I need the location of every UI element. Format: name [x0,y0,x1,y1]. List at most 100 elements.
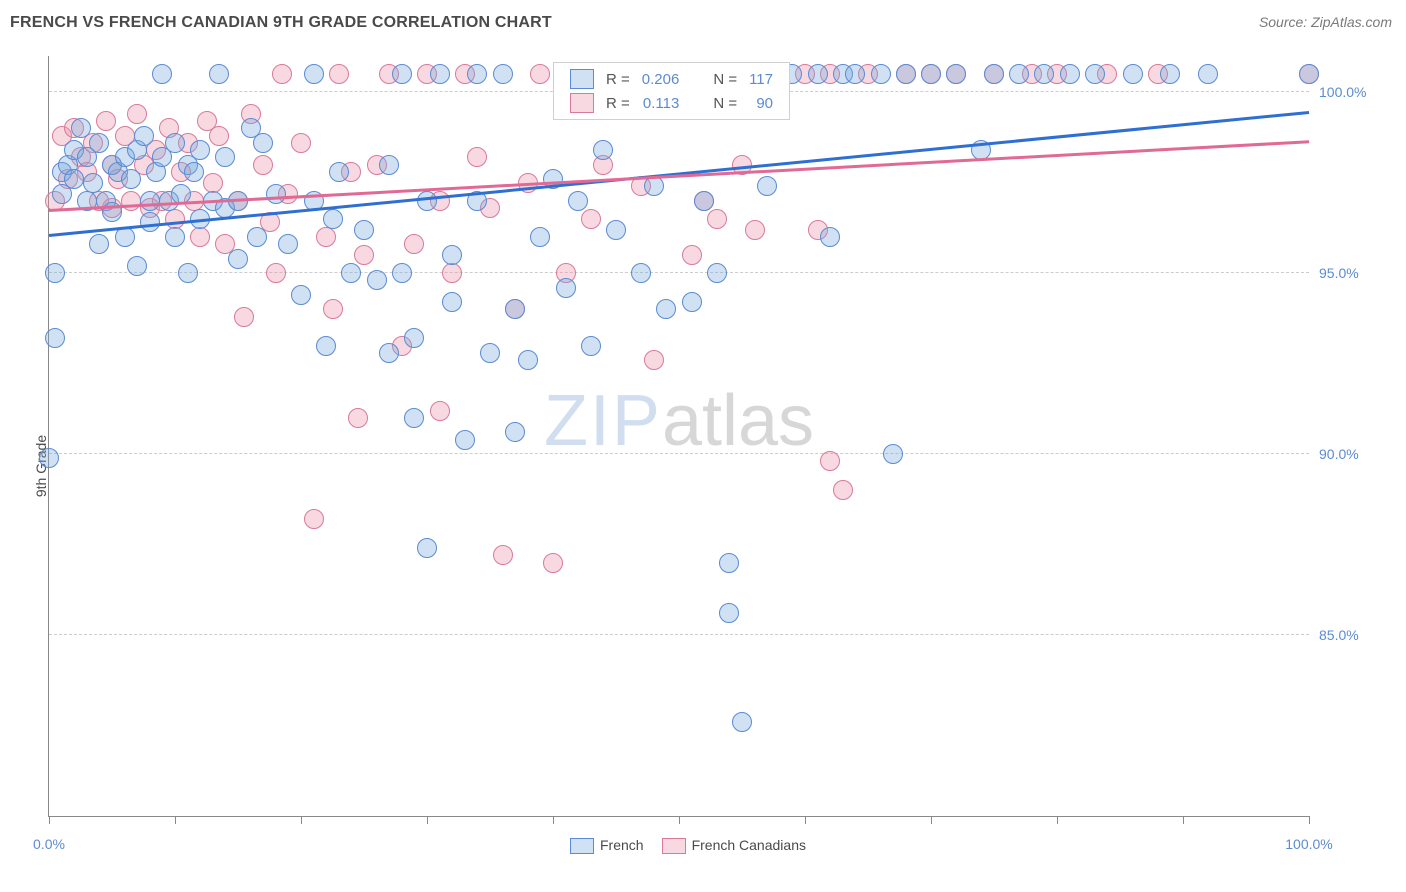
data-point [581,336,601,356]
x-tick [175,816,176,824]
data-point [719,603,739,623]
legend-n-value: 90 [743,91,779,115]
legend-bottom-label: French [600,837,644,853]
data-point [682,292,702,312]
data-point [278,234,298,254]
legend-r-value: 0.206 [636,67,686,91]
data-point [581,209,601,229]
data-point [442,245,462,265]
x-label-right: 100.0% [1285,836,1332,852]
legend-top: R =0.206N =117R =0.113N =90 [553,62,790,120]
chart-source: Source: ZipAtlas.com [1259,14,1392,30]
data-point [757,176,777,196]
x-tick [1183,816,1184,824]
data-point [404,328,424,348]
data-point [631,263,651,283]
data-point [467,147,487,167]
data-point [694,191,714,211]
gridline [49,453,1309,454]
data-point [253,155,273,175]
data-point [215,147,235,167]
legend-swatch [570,69,594,89]
data-point [354,245,374,265]
legend-r-label: R = [600,67,636,91]
legend-bottom-swatch [662,838,686,854]
data-point [1085,64,1105,84]
data-point [291,133,311,153]
chart-title: FRENCH VS FRENCH CANADIAN 9TH GRADE CORR… [10,14,552,32]
data-point [316,336,336,356]
x-tick [49,816,50,824]
data-point [45,263,65,283]
data-point [518,350,538,370]
legend-bottom-swatch [570,838,594,854]
data-point [833,480,853,500]
data-point [247,227,267,247]
data-point [871,64,891,84]
data-point [209,64,229,84]
x-tick [301,816,302,824]
data-point [896,64,916,84]
data-point [404,234,424,254]
data-point [134,126,154,146]
x-tick [427,816,428,824]
legend-swatch [570,93,594,113]
data-point [127,256,147,276]
data-point [291,285,311,305]
data-point [1299,64,1319,84]
data-point [417,538,437,558]
data-point [89,133,109,153]
data-point [121,191,141,211]
gridline [49,634,1309,635]
y-tick-label: 85.0% [1319,627,1399,643]
data-point [178,263,198,283]
data-point [266,184,286,204]
data-point [921,64,941,84]
data-point [348,408,368,428]
chart-container: 9th Grade ZIPatlas R =0.206N =117R =0.11… [0,40,1406,892]
watermark: ZIPatlas [544,380,814,462]
legend-bottom-label: French Canadians [692,837,806,853]
data-point [209,126,229,146]
x-tick [679,816,680,824]
data-point [442,292,462,312]
data-point [1160,64,1180,84]
y-tick-label: 100.0% [1319,84,1399,100]
x-tick [1057,816,1058,824]
legend-r-label: R = [600,91,636,115]
data-point [367,270,387,290]
x-tick [805,816,806,824]
data-point [808,64,828,84]
data-point [304,509,324,529]
data-point [505,422,525,442]
data-point [719,553,739,573]
y-tick-label: 90.0% [1319,446,1399,462]
data-point [430,64,450,84]
data-point [417,191,437,211]
data-point [329,162,349,182]
data-point [493,545,513,565]
watermark-part2: atlas [662,381,814,461]
data-point [1009,64,1029,84]
data-point [354,220,374,240]
data-point [165,227,185,247]
trend-line [49,140,1309,211]
data-point [96,111,116,131]
data-point [984,64,1004,84]
data-point [184,162,204,182]
data-point [745,220,765,240]
data-point [190,227,210,247]
y-tick-label: 95.0% [1319,265,1399,281]
data-point [39,448,59,468]
data-point [272,64,292,84]
data-point [190,140,210,160]
data-point [883,444,903,464]
data-point [323,209,343,229]
gridline [49,272,1309,273]
data-point [644,350,664,370]
data-point [845,64,865,84]
data-point [455,430,475,450]
x-tick [1309,816,1310,824]
data-point [45,328,65,348]
data-point [505,299,525,319]
